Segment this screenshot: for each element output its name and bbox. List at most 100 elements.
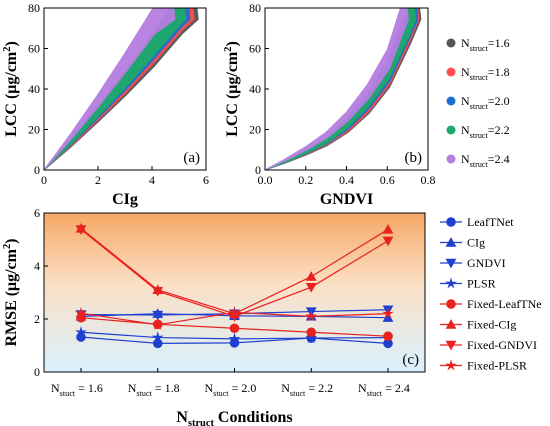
panel-c-series-4-point-4 <box>305 331 318 344</box>
legend-c-item-6: Fixed-CIg <box>440 318 516 332</box>
legend-c-item-5: Fixed-LeafTNe <box>440 297 542 311</box>
legend-c-marker-8 <box>445 359 457 371</box>
panel-c-series-1-point-3 <box>229 338 240 348</box>
legend-top-marker-2 <box>446 67 456 77</box>
legend-c-marker-6 <box>445 319 457 329</box>
panel-c-xtick-label-5: Nstuct = 2.4 <box>358 381 410 398</box>
panel-c-xtick-label-2: Nstuct = 1.8 <box>128 381 180 398</box>
panel-a-ytick-label: 20 <box>28 123 40 137</box>
panel-c-ytick-label: 0 <box>34 365 40 379</box>
panel-c-ytick-label: 6 <box>34 206 40 220</box>
legend-c-label-6: Fixed-CIg <box>467 318 516 332</box>
panel-c-series-1-point-2 <box>152 338 163 349</box>
panel-a-panel-label: (a) <box>183 150 200 166</box>
panel-b-ytick-label: 60 <box>249 42 261 56</box>
legend-top-label-2: Nstruct=1.8 <box>461 65 510 82</box>
panel-c-series-8-point-5 <box>382 307 394 319</box>
legend-c-label-3: GNDVI <box>467 256 506 270</box>
panel-b-plot <box>265 8 422 170</box>
panel-a-xtick-label: 0 <box>41 173 47 187</box>
panel-b-series-5-band <box>265 8 409 170</box>
legend-c-label-2: CIg <box>467 236 485 250</box>
legend-c-label-8: Fixed-PLSR <box>467 359 527 373</box>
panel-a-xlabel: CIg <box>112 191 138 208</box>
panel-c-ytick-label: 2 <box>34 312 40 326</box>
panel-a-xtick-label: 4 <box>149 173 155 187</box>
panel-c-series-7 <box>75 225 394 322</box>
legend-c-item-7: Fixed-GNDVI <box>440 338 537 352</box>
panel-c-background <box>44 213 425 372</box>
panel-b-ytick-label: 80 <box>249 1 261 15</box>
legend-c-marker-4 <box>445 277 457 289</box>
panel-c-xtick-label-3: Nstuct = 2.0 <box>205 381 257 398</box>
panel-a-ytick-label: 80 <box>28 1 40 15</box>
panel-c-series-8-point-1 <box>75 306 87 319</box>
legend-c-item-1: LeafTNet <box>440 215 514 229</box>
panel-c-ylabel: RMSE (μg/cm2) <box>2 238 20 346</box>
panel-c-series-2-point-5 <box>382 312 394 322</box>
panel-b-xtick-label: 0.4 <box>339 173 354 187</box>
panel-c-series-8-point-3 <box>228 306 241 318</box>
legend-c-label-5: Fixed-LeafTNe <box>467 297 542 311</box>
panel-c-xtick-label-4: Nstuct = 2.2 <box>281 381 333 398</box>
panel-c-series-7-point-1 <box>75 225 87 235</box>
panel-a-xtick-label: 6 <box>203 173 209 187</box>
panel-c-series-3-point-2 <box>152 310 164 321</box>
panel-c-series-7-point-3 <box>229 312 240 322</box>
panel-b-ylabel: LCC (μg/cm2) <box>223 41 241 137</box>
legend-c-label-7: Fixed-GNDVI <box>467 338 537 352</box>
legend-c-marker-2 <box>445 237 457 247</box>
legend-top-marker-3 <box>446 96 456 106</box>
legend-c-marker-5 <box>446 299 456 309</box>
panel-c-series-8 <box>75 306 394 330</box>
legend-top-label-1: Nstruct=1.6 <box>461 36 510 53</box>
panel-b-panel-label: (b) <box>405 150 423 166</box>
panel-c-series-5-point-5 <box>383 331 393 342</box>
panel-c-xtick-label-1: Nstuct = 1.6 <box>51 381 103 398</box>
panel-c-series-7-point-5 <box>382 236 394 247</box>
panel-b-ytick-label: 20 <box>249 123 261 137</box>
panel-b-xlabel: GNDVI <box>320 191 373 208</box>
panel-c-series-8-point-4 <box>305 310 318 322</box>
panel-b-xtick-label: 0.8 <box>421 173 436 187</box>
panel-a-ytick-label: 40 <box>28 82 40 96</box>
legend-top-marker-4 <box>446 125 456 135</box>
legend-c-marker-3 <box>445 258 457 269</box>
panel-c-series-6-point-5 <box>382 224 394 234</box>
legend-c-item-4: PLSR <box>440 277 496 291</box>
legend-top-label-5: Nstruct=2.4 <box>461 152 510 169</box>
panel-c-series-7-point-2 <box>152 286 164 297</box>
panel-b-ytick-label: 40 <box>249 82 261 96</box>
panel-c-series-7-point-4 <box>305 283 317 293</box>
panel-a-plot <box>44 8 199 170</box>
legend-c-item-8: Fixed-PLSR <box>440 359 527 373</box>
legend-top-marker-5 <box>446 154 456 164</box>
panel-b-ytick-label: 0 <box>255 163 261 177</box>
panel-b-xtick-label: 0.0 <box>258 173 273 187</box>
legend-top-label-3: Nstruct=2.0 <box>461 94 510 111</box>
legend-c-item-2: CIg <box>440 236 485 250</box>
panel-c-panel-label: (c) <box>402 352 419 368</box>
panel-c-series-4-point-3 <box>228 332 241 344</box>
panel-c-series-8-point-2 <box>151 318 164 330</box>
panel-b-xtick-label: 0.6 <box>380 173 395 187</box>
panel-c-series-5-point-3 <box>229 323 240 334</box>
panel-a-xtick-label: 2 <box>95 173 101 187</box>
legend-c-item-3: GNDVI <box>440 256 506 270</box>
panel-a-ytick-label: 60 <box>28 42 40 56</box>
panel-c-xlabel: Nstruct Conditions <box>176 409 292 426</box>
legend-c-label-1: LeafTNet <box>467 215 514 229</box>
panel-c-series-4-point-1 <box>75 326 87 338</box>
legend-top-label-4: Nstruct=2.2 <box>461 123 510 140</box>
panel-c-ytick-label: 4 <box>34 259 40 273</box>
panel-c-series-5-point-4 <box>306 327 317 338</box>
legend-c-marker-1 <box>446 217 456 227</box>
panel-c-series-4-point-2 <box>151 331 164 343</box>
panel-b-series-4-band <box>265 8 417 170</box>
panel-a-ytick-label: 0 <box>34 163 40 177</box>
panel-a-series-5-band <box>44 8 176 170</box>
panel-a-ylabel: LCC (μg/cm2) <box>2 41 20 137</box>
legend-c-label-4: PLSR <box>467 277 496 291</box>
legend-c-marker-7 <box>445 340 457 351</box>
